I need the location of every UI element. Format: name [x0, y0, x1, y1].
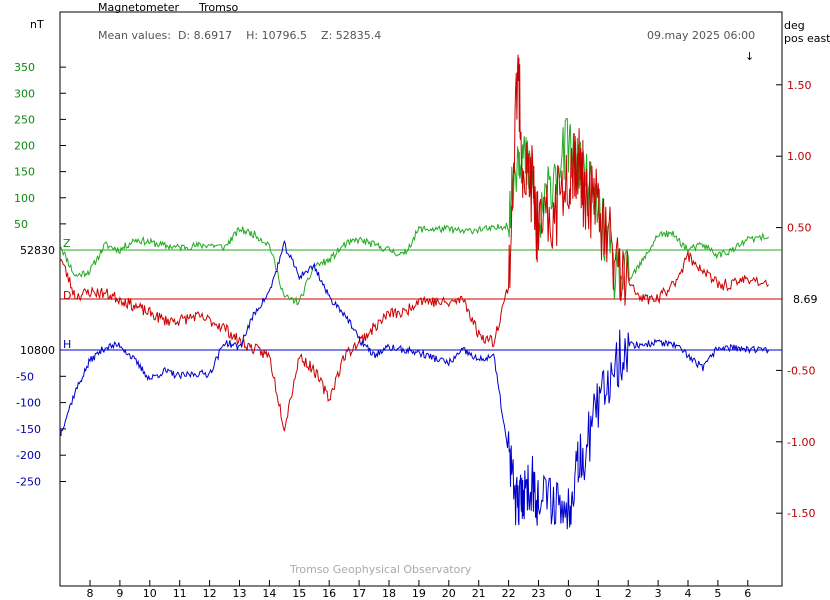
datetime-label: 09.may 2025 06:00 — [647, 29, 755, 42]
left-unit-label: nT — [30, 18, 44, 31]
d-series-line — [60, 54, 770, 432]
h-tick-labels: -50 -100 -150 -200 -250 — [16, 370, 66, 489]
right-unit-label-pos-east: pos east — [784, 32, 830, 45]
z-tick-label: 250 — [14, 113, 35, 126]
h-tick-label: -250 — [16, 476, 41, 489]
h-tick-label: -200 — [16, 449, 41, 462]
d-tick-label: -0.50 — [787, 364, 815, 377]
x-tick-label: 5 — [714, 587, 721, 600]
arrow-down-icon: ↓ — [745, 50, 754, 63]
x-tick-label: 9 — [116, 587, 123, 600]
d-tick-label: 1.50 — [787, 79, 812, 92]
x-tick-label: 22 — [502, 587, 516, 600]
z-tick-label: 300 — [14, 87, 35, 100]
x-tick-label: 23 — [532, 587, 546, 600]
x-tick-label: 21 — [472, 587, 486, 600]
h-tick-label: -50 — [16, 370, 34, 383]
d-tick-label: 1.00 — [787, 150, 812, 163]
right-unit-label-deg: deg — [784, 19, 805, 32]
x-axis-ticks: 8 9 10 11 12 13 14 15 16 17 18 19 20 21 22 23 0 1 2 3 4 5 6 — [87, 580, 751, 600]
x-tick-label: 6 — [744, 587, 751, 600]
z-series-line — [60, 117, 770, 306]
h-series-label: H — [63, 338, 71, 351]
h-series-line — [60, 239, 770, 530]
x-tick-label: 10 — [143, 587, 157, 600]
h-tick-label: -100 — [16, 397, 41, 410]
x-tick-label: 18 — [382, 587, 396, 600]
z-tick-label: 350 — [14, 61, 35, 74]
z-series-label: Z — [63, 237, 71, 250]
x-tick-label: 16 — [322, 587, 336, 600]
x-tick-label: 14 — [262, 587, 276, 600]
d-tick-labels: 1.50 1.00 0.50 -0.50 -1.00 -1.50 — [776, 79, 815, 520]
x-tick-label: 1 — [595, 587, 602, 600]
x-tick-label: 8 — [87, 587, 94, 600]
x-tick-label: 12 — [203, 587, 217, 600]
z-tick-label: 50 — [14, 218, 28, 231]
h-baseline-value: 10800 — [20, 344, 55, 357]
station-label: Tromso — [198, 1, 239, 14]
d-tick-label: -1.00 — [787, 436, 815, 449]
z-tick-label: 200 — [14, 140, 35, 153]
observatory-watermark: Tromso Geophysical Observatory — [289, 563, 472, 576]
x-tick-label: 3 — [655, 587, 662, 600]
instrument-label: Magnetometer — [98, 1, 180, 14]
z-tick-labels: 350 300 250 200 150 100 50 — [14, 61, 66, 231]
x-tick-label: 17 — [352, 587, 366, 600]
x-tick-label: 20 — [442, 587, 456, 600]
d-baseline-value: 8.69 — [793, 293, 818, 306]
z-tick-label: 150 — [14, 166, 35, 179]
x-tick-label: 13 — [233, 587, 247, 600]
x-tick-label: 0 — [565, 587, 572, 600]
x-tick-label: 2 — [625, 587, 632, 600]
h-tick-label: -150 — [16, 423, 41, 436]
x-tick-label: 11 — [173, 587, 187, 600]
z-baseline-value: 52830 — [20, 244, 55, 257]
x-tick-label: 19 — [412, 587, 426, 600]
x-tick-label: 15 — [292, 587, 306, 600]
x-tick-label: 4 — [685, 587, 692, 600]
d-tick-label: -1.50 — [787, 507, 815, 520]
z-tick-label: 100 — [14, 192, 35, 205]
mean-values-text: Mean values: D: 8.6917 H: 10796.5 Z: 528… — [98, 29, 381, 42]
d-tick-label: 0.50 — [787, 222, 812, 235]
d-series-label: D — [63, 289, 71, 302]
